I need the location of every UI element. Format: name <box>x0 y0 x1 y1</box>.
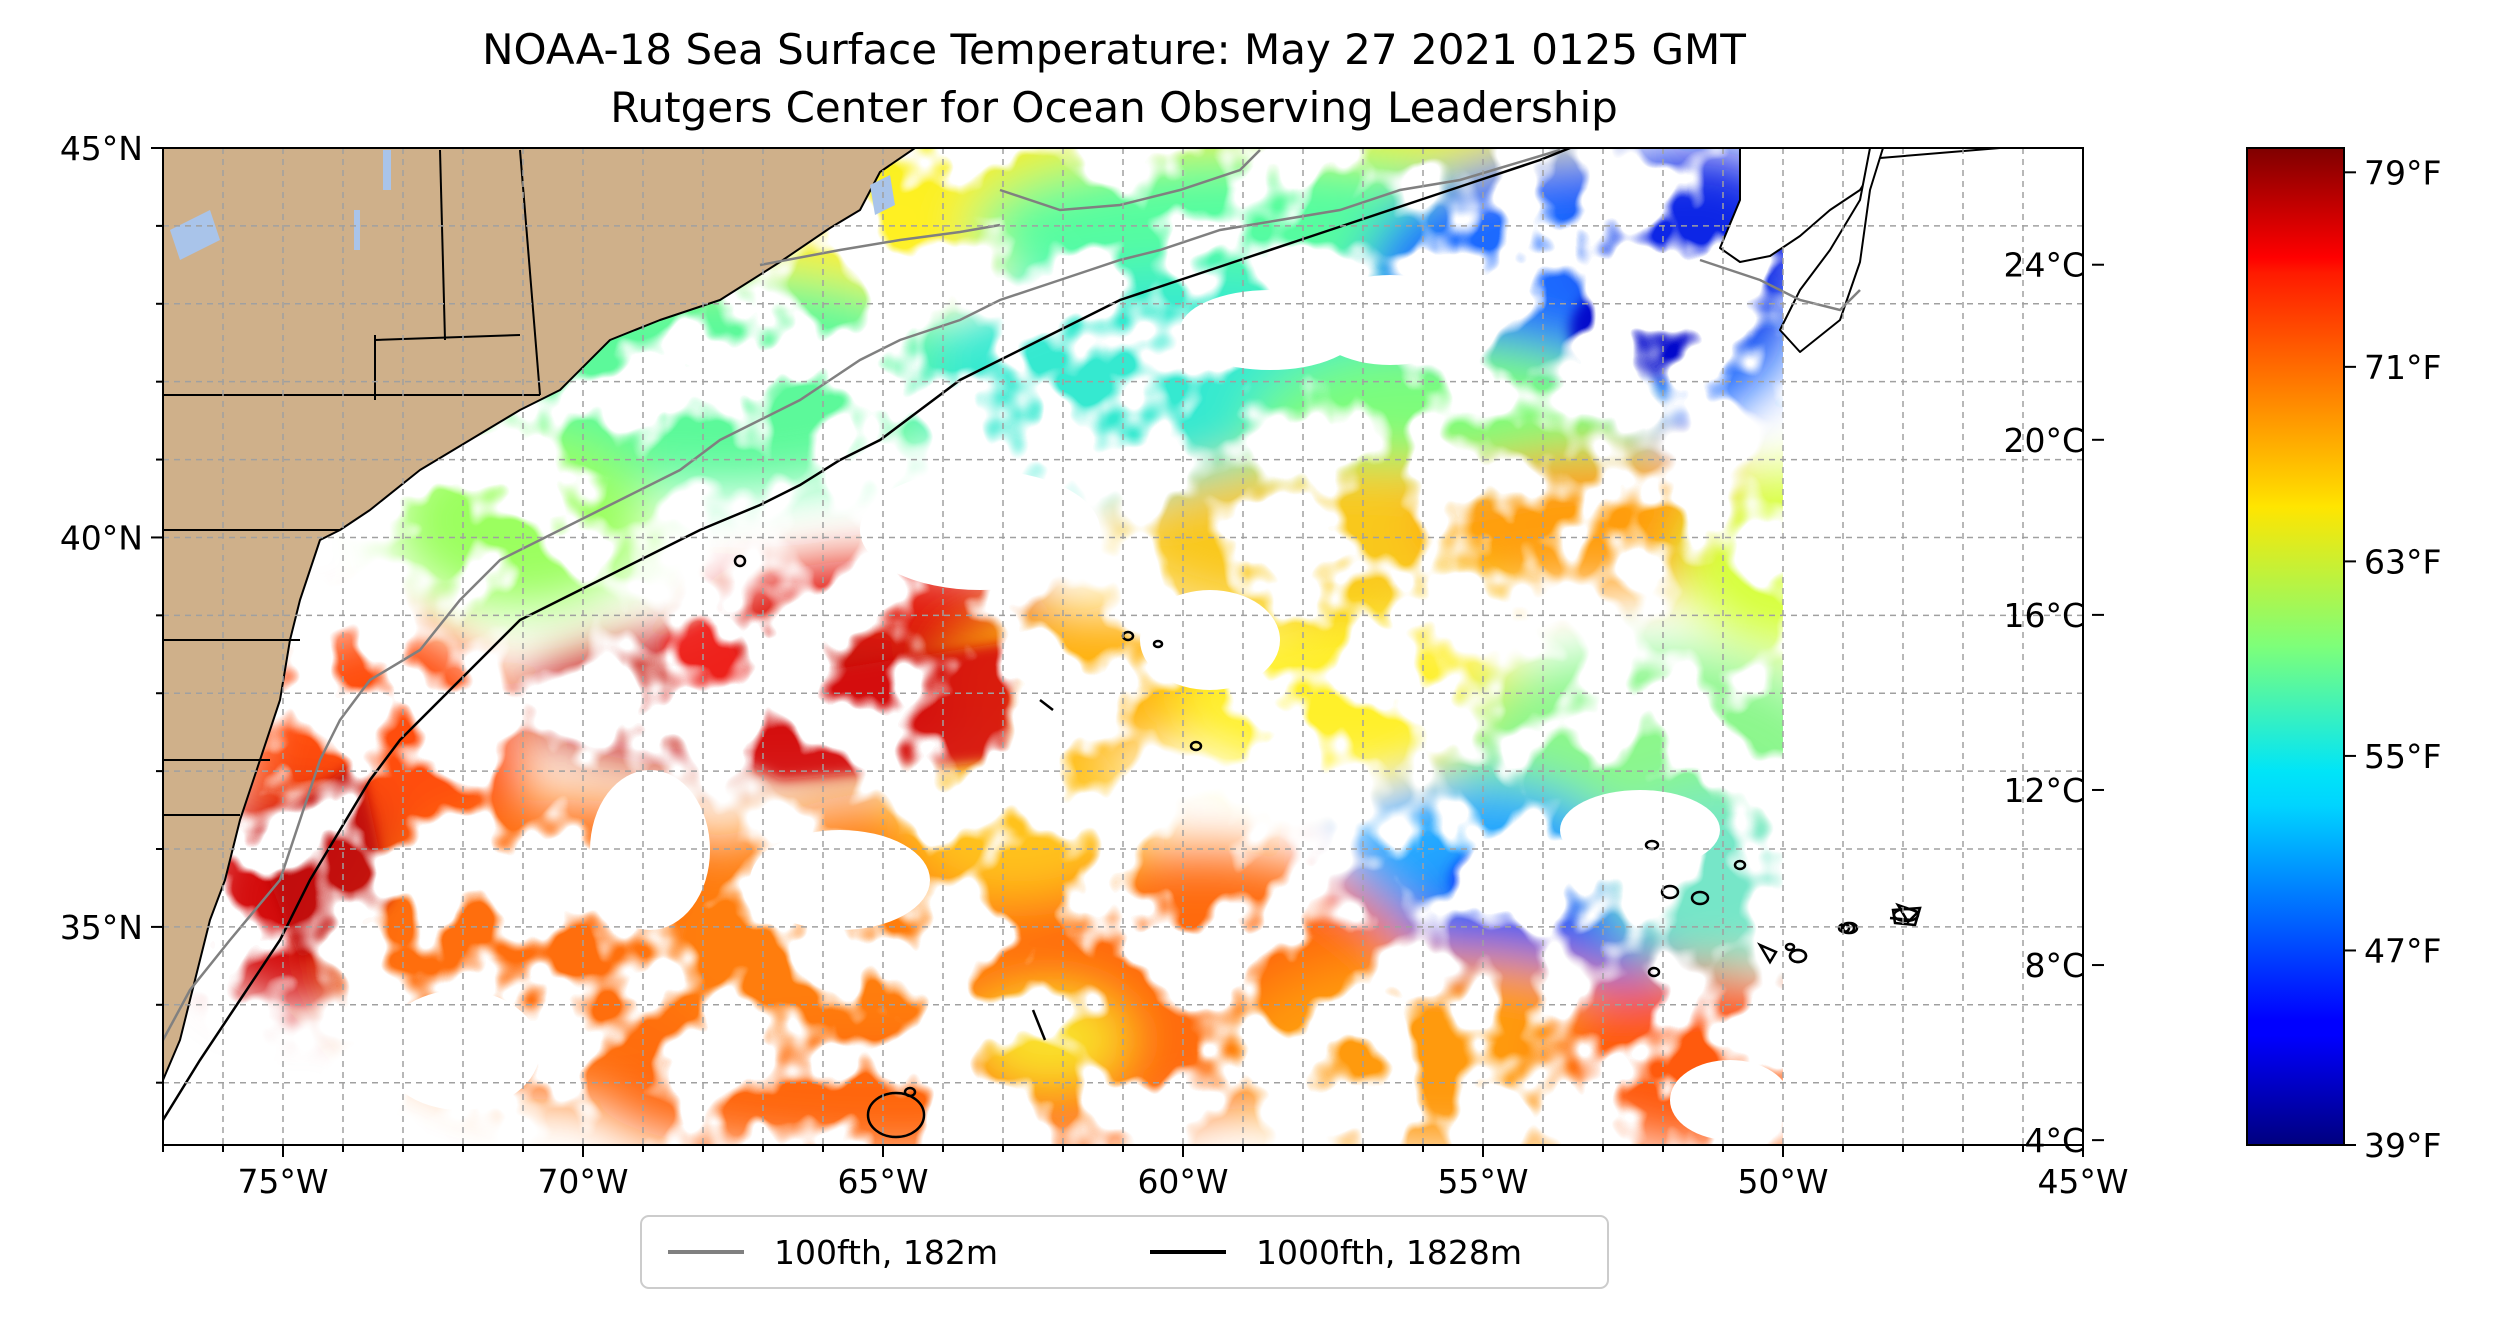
celsius-tick-label: 24°C <box>2003 246 2085 285</box>
lon-tick-label: 50°W <box>1737 1162 1828 1201</box>
longitude-tick-labels: 75°W 70°W 65°W 60°W 55°W 50°W 45°W <box>237 1162 2128 1201</box>
lon-tick-label: 60°W <box>1137 1162 1228 1201</box>
lon-tick-label: 55°W <box>1437 1162 1528 1201</box>
fahrenheit-tick-label: 63°F <box>2364 542 2441 581</box>
contour-legend: 100fth, 182m 1000fth, 1828m <box>640 1215 1609 1289</box>
seamount-outlines <box>733 554 1922 1139</box>
map-area <box>163 148 2083 1145</box>
map-gridlines <box>163 148 2083 1145</box>
fahrenheit-tick-label: 79°F <box>2364 153 2441 192</box>
celsius-tick-label: 4°C <box>2024 1121 2085 1160</box>
land-nova-scotia <box>1719 148 2001 263</box>
legend-label-1000fth: 1000fth, 1828m <box>1256 1233 1522 1272</box>
celsius-tick-label: 8°C <box>2024 946 2085 985</box>
celsius-tick-label: 16°C <box>2003 596 2085 635</box>
fahrenheit-tick-label: 55°F <box>2364 737 2441 776</box>
celsius-tick-label: 20°C <box>2003 421 2085 460</box>
latitude-tick-labels: 45°N 40°N 35°N <box>60 129 143 947</box>
colorbar-celsius-ticks: 24°C 20°C 16°C 12°C 8°C 4°C <box>2003 246 2104 1160</box>
fahrenheit-tick-label: 39°F <box>2364 1126 2441 1165</box>
state-borders <box>163 149 541 816</box>
lon-tick-label: 75°W <box>237 1162 328 1201</box>
fahrenheit-tick-label: 71°F <box>2364 348 2441 387</box>
colorbar: 24°C 20°C 16°C 12°C 8°C 4°C 79°F 71°F 63°F 55°F 4… <box>2003 147 2441 1165</box>
lon-tick-label: 65°W <box>837 1162 928 1201</box>
map-title-line-2: Rutgers Center for Ocean Observing Leade… <box>610 83 1618 132</box>
lon-tick-label: 45°W <box>2037 1162 2128 1201</box>
legend-box <box>640 1215 1609 1289</box>
celsius-tick-label: 12°C <box>2003 771 2085 810</box>
legend-label-100fth: 100fth, 182m <box>774 1233 998 1272</box>
fahrenheit-tick-label: 47°F <box>2364 931 2441 970</box>
lat-tick-label: 45°N <box>60 129 143 168</box>
lon-tick-label: 70°W <box>537 1162 628 1201</box>
colorbar-gradient <box>2246 147 2345 1146</box>
contour-1000fth <box>163 148 1571 1121</box>
map-axis-ticks <box>151 147 2084 1157</box>
lat-tick-label: 35°N <box>60 908 143 947</box>
map-title-line-1: NOAA-18 Sea Surface Temperature: May 27 … <box>482 25 1746 74</box>
colorbar-fahrenheit-ticks: 79°F 71°F 63°F 55°F 47°F 39°F <box>2344 153 2441 1165</box>
lat-tick-label: 40°N <box>60 518 143 557</box>
